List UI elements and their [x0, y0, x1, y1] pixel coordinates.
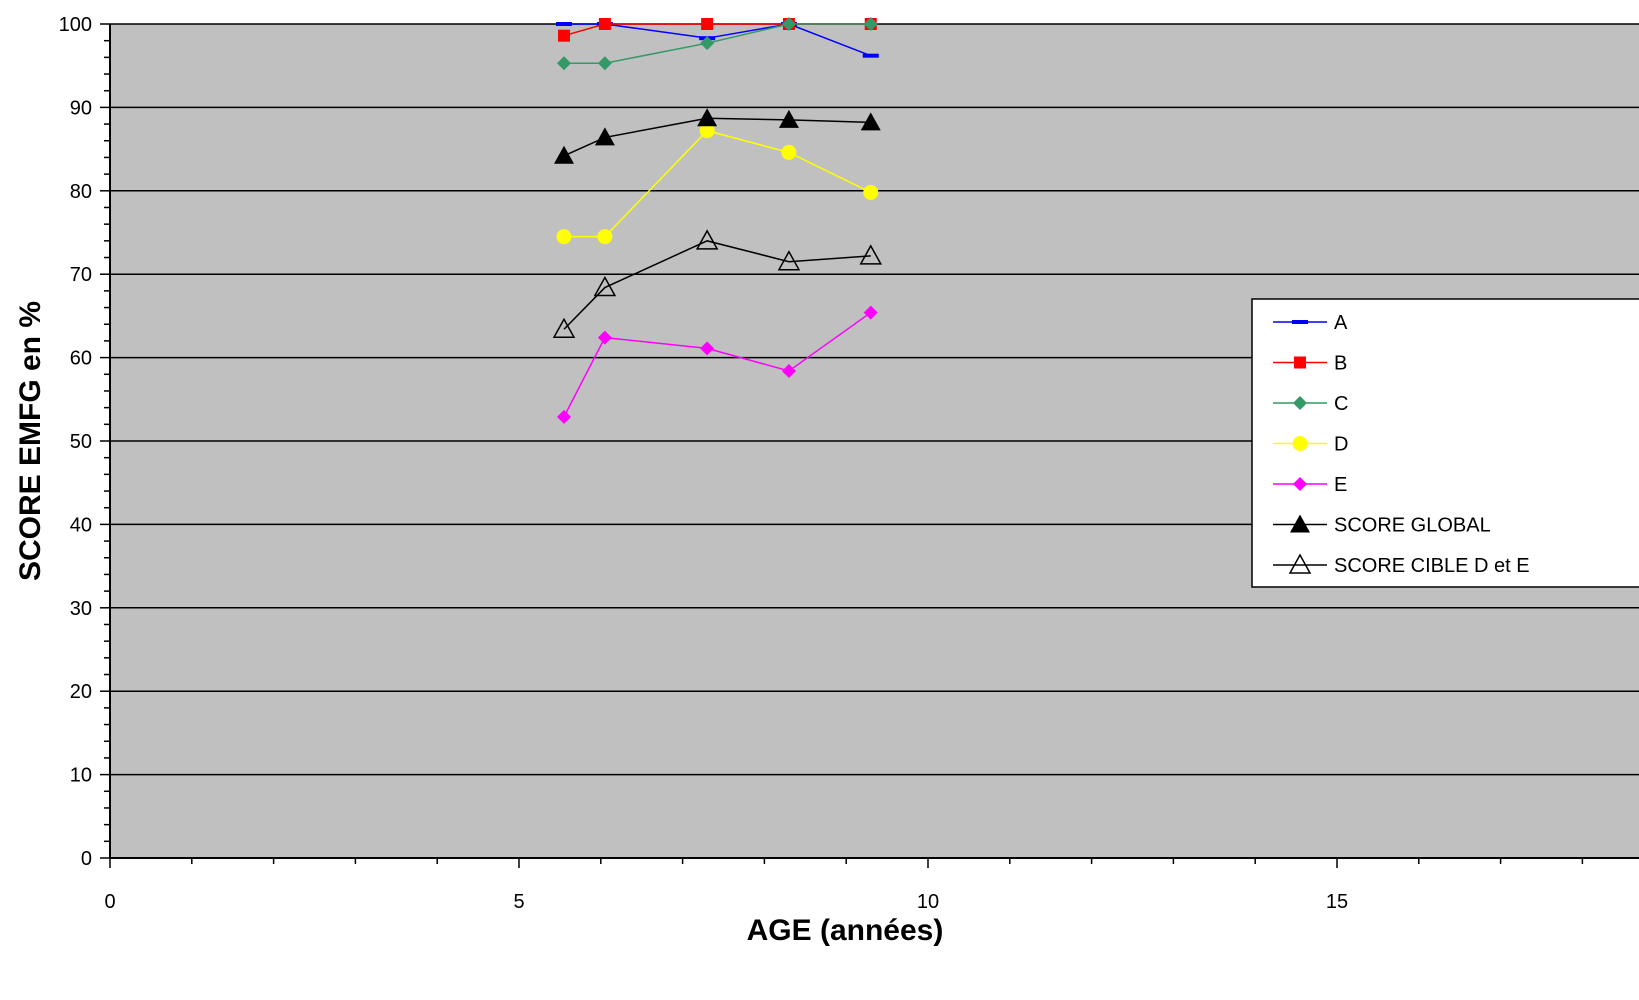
data-point: [553, 145, 574, 164]
data-point: [859, 244, 883, 265]
series-c: [556, 17, 878, 71]
data-point: [597, 330, 612, 345]
legend-label: D: [1334, 434, 1348, 456]
data-point: [597, 229, 613, 245]
y-tick-label: 20: [70, 681, 92, 703]
data-point: [552, 317, 576, 338]
data-point: [598, 18, 611, 30]
y-tick-label: 30: [70, 598, 92, 620]
legend-label: A: [1334, 312, 1348, 334]
data-point: [556, 229, 572, 245]
series-line: [563, 240, 871, 330]
data-point: [781, 17, 796, 31]
y-tick-label: 0: [81, 848, 92, 870]
legend-swatch-marker: [1292, 320, 1308, 324]
y-tick-label: 90: [70, 97, 92, 119]
data-point: [555, 22, 572, 26]
legend-swatch-marker: [1293, 477, 1307, 491]
y-tick-label: 50: [70, 431, 92, 453]
legend-label: C: [1334, 393, 1348, 415]
x-axis-title: AGE (années): [747, 914, 944, 947]
y-tick-label: 70: [70, 264, 92, 286]
data-point: [781, 363, 796, 378]
data-point: [778, 109, 799, 128]
data-point: [695, 229, 719, 250]
data-point: [777, 250, 801, 271]
data-point: [863, 305, 878, 320]
data-point: [781, 144, 797, 160]
data-point: [863, 17, 878, 31]
legend-swatch-marker: [1293, 396, 1307, 410]
data-point: [860, 112, 881, 131]
y-tick-label: 100: [59, 14, 92, 36]
series-score-cible-d-et-e: [552, 229, 883, 338]
data-point: [557, 29, 570, 42]
series-e: [556, 305, 878, 424]
data-point: [556, 409, 571, 424]
legend-label: B: [1334, 353, 1347, 375]
x-tick-label: 10: [917, 891, 939, 913]
series-d: [556, 123, 879, 245]
data-point: [699, 123, 715, 139]
data-point: [594, 127, 615, 146]
legend-swatch-marker: [1290, 514, 1310, 533]
legend-entry: B: [1273, 353, 1347, 375]
legend-label: SCORE CIBLE D et E: [1334, 555, 1530, 577]
data-point: [556, 56, 571, 71]
y-tick-label: 40: [70, 514, 92, 536]
series-layer: [552, 17, 883, 424]
data-point: [700, 36, 715, 51]
y-tick-label: 10: [70, 765, 92, 787]
y-tick-label: 80: [70, 181, 92, 203]
legend-entry: C: [1273, 393, 1348, 415]
legend-swatch-marker: [1292, 436, 1308, 451]
data-point: [697, 108, 718, 127]
data-point: [701, 18, 714, 30]
legend-entry: SCORE GLOBAL: [1273, 514, 1491, 537]
legend-swatch-marker: [1294, 356, 1306, 369]
y-axis-title: SCORE EMFG en %: [14, 301, 47, 581]
legend-entry: A: [1273, 312, 1348, 334]
axes: 0 10 20 30 40 50 60 70 80 90 100 0 5 10 15: [59, 14, 1639, 913]
x-tick-label: 5: [513, 891, 524, 913]
data-point: [700, 341, 715, 356]
data-point: [863, 184, 879, 200]
legend-swatch-marker: [1288, 553, 1312, 574]
data-point: [593, 275, 617, 297]
data-point: [597, 56, 612, 71]
y-tick-label: 60: [70, 348, 92, 370]
data-point: [862, 53, 879, 58]
legend-entry: SCORE CIBLE D et E: [1273, 553, 1530, 577]
legend-label: E: [1334, 474, 1347, 496]
legend-entry: E: [1273, 474, 1347, 496]
series-score-global: [553, 108, 881, 164]
x-tick-label: 0: [104, 891, 115, 913]
legend-entry: D: [1273, 434, 1348, 456]
legend-label: SCORE GLOBAL: [1334, 515, 1491, 537]
x-tick-label: 15: [1326, 891, 1348, 913]
